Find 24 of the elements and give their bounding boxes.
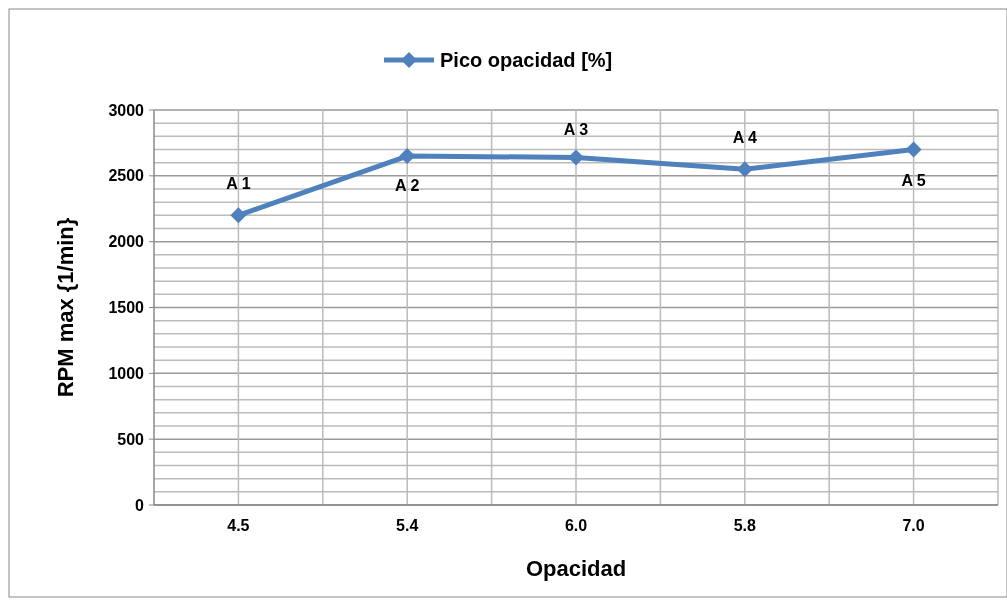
y-tick-label: 500: [117, 430, 145, 448]
annotation: A 5: [901, 171, 926, 189]
y-tick-label: 3000: [108, 101, 145, 119]
x-tick-label: 7.0: [902, 517, 925, 534]
point: [230, 207, 247, 224]
point: [568, 149, 584, 166]
x-tick-label: 5.4: [396, 517, 419, 534]
annotation: A 2: [395, 177, 420, 195]
point: [905, 141, 922, 158]
annotation: A 3: [563, 121, 589, 139]
annotation: A 1: [226, 175, 251, 193]
x-tick-label: 6.0: [564, 517, 588, 534]
point: [736, 161, 753, 178]
x-tick-label: 4.5: [227, 517, 250, 534]
y-tick-label: 2500: [108, 167, 145, 185]
x-axis-title: Opacidad: [525, 556, 627, 581]
annotation: A 4: [732, 129, 758, 147]
x-tick-label: 5.8: [733, 517, 757, 534]
y-tick-label: 1000: [108, 364, 145, 382]
y-tick-label: 2000: [108, 233, 145, 251]
y-axis-title: RPM max {1/min}: [53, 217, 78, 398]
y-tick-label: 1500: [108, 299, 145, 317]
y-tick-label: 0: [135, 496, 145, 514]
legend-label: Pico opacidad [%]: [440, 49, 613, 71]
